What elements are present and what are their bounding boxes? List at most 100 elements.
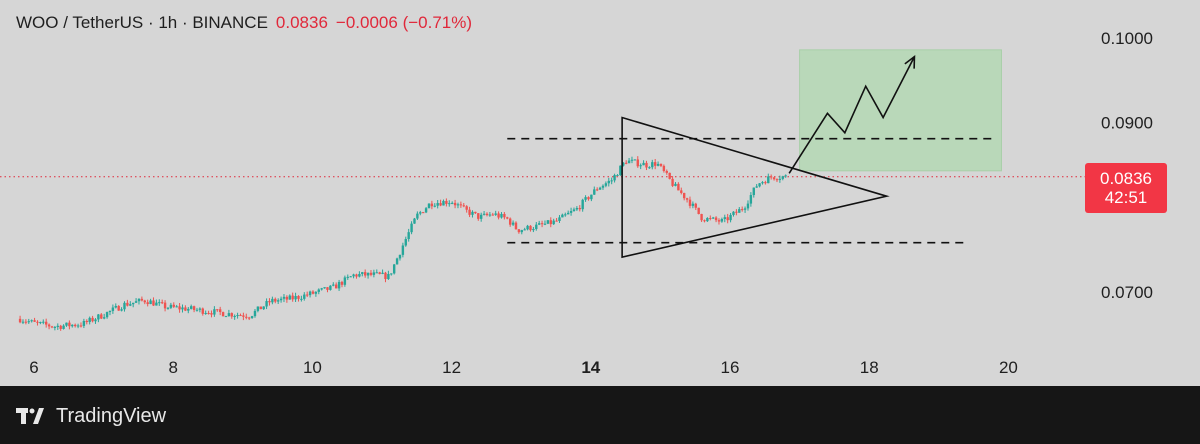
candle-body [317,289,320,292]
candle-body [404,239,407,246]
candle-body [114,305,117,308]
candle-body [76,325,80,327]
candle-body [218,309,222,313]
chart-panel[interactable]: 0.1000 0.0900 0.0700 6 8 10 12 14 16 18 20 WOO / … [0,0,1200,386]
x-tick-label: 8 [168,358,177,377]
candle-body [216,309,219,311]
candle-body [166,307,170,309]
candle-body [697,207,700,214]
y-tick-label: 0.0900 [1101,114,1153,133]
candle-body [648,167,651,169]
footer-brand: TradingView [56,404,167,427]
candle-body [775,179,779,181]
x-tick-label: 10 [303,358,322,377]
candle-body [91,317,94,322]
candle-body [85,320,88,323]
candle-body [329,285,332,290]
candle-body [761,182,764,184]
candle-body [207,312,210,314]
target-zone [799,49,1002,172]
candle-body [749,195,753,204]
candle-body [297,295,300,299]
candle-body [366,272,370,276]
candle-body [369,272,373,275]
candle-body [738,209,741,213]
x-tick-label: 6 [29,358,38,377]
y-tick-label: 0.1000 [1101,29,1153,48]
candle-body [384,272,387,280]
candle-body [401,245,405,255]
candle-body [508,218,512,225]
candle-body [172,304,175,307]
candle-body [352,274,355,277]
candle-body [59,325,62,329]
candle-body [772,177,776,180]
candle-body [224,316,228,318]
candle-body [346,276,349,278]
candle-body [192,306,196,310]
candle-body [430,203,434,207]
time-axis[interactable]: 6 8 10 12 14 16 18 20 [29,358,1018,377]
candle-body [152,300,155,306]
candle-body [285,296,289,300]
candle-body [24,321,28,323]
candle-body [642,162,645,166]
symbol-title: WOO / TetherUS · 1h · BINANCE [16,13,268,32]
candle-body [616,175,619,177]
candle-body [390,273,393,275]
candle-body [230,313,233,317]
candle-body [546,220,550,224]
candle-body [488,214,492,216]
candle-body [419,212,422,214]
candle-body [137,298,141,302]
candle-body [610,180,613,182]
candle-body [355,274,358,277]
candle-body [332,284,335,286]
candle-body [97,314,100,320]
candle-body [259,306,262,310]
candle-body [584,197,587,200]
candle-body [537,223,541,225]
candle-body [184,307,187,311]
candles-layer [18,156,787,331]
candle-body [337,281,341,289]
price-axis[interactable]: 0.1000 0.0900 0.0700 [1101,29,1153,302]
candle-body [361,272,364,275]
candle-body [392,264,396,274]
candle-body [674,183,677,186]
candle-body [633,159,637,161]
candle-body [700,213,703,221]
candle-body [474,211,477,214]
candle-body [743,208,747,210]
candle-body [529,225,532,231]
candle-body [140,298,144,301]
candle-body [752,187,755,196]
candle-body [720,219,724,222]
candle-body [47,324,51,327]
candle-body [624,162,628,164]
candle-body [129,304,132,306]
candle-body [311,291,315,294]
candle-body [42,321,45,323]
candle-body [175,306,178,308]
candle-body [543,223,547,225]
candle-body [778,178,782,180]
candle-body [706,217,709,222]
header-price: 0.0836 [275,13,328,32]
symmetrical-triangle [621,116,890,259]
candle-body [717,220,721,222]
candle-body [53,326,57,328]
candle-body [201,308,204,314]
candle-body [50,326,54,328]
candle-body [497,213,500,218]
last-price-tag: 0.0836 42:51 [1085,163,1167,213]
candle-body [30,320,33,322]
candle-body [44,321,48,325]
candle-body [62,325,65,329]
candle-body [607,180,610,184]
chart-plot[interactable]: 0.1000 0.0900 0.0700 6 8 10 12 14 16 18 20 [0,0,1200,386]
candle-body [343,277,347,285]
candle-body [581,199,584,210]
candle-body [598,187,602,190]
candle-body [595,189,599,191]
